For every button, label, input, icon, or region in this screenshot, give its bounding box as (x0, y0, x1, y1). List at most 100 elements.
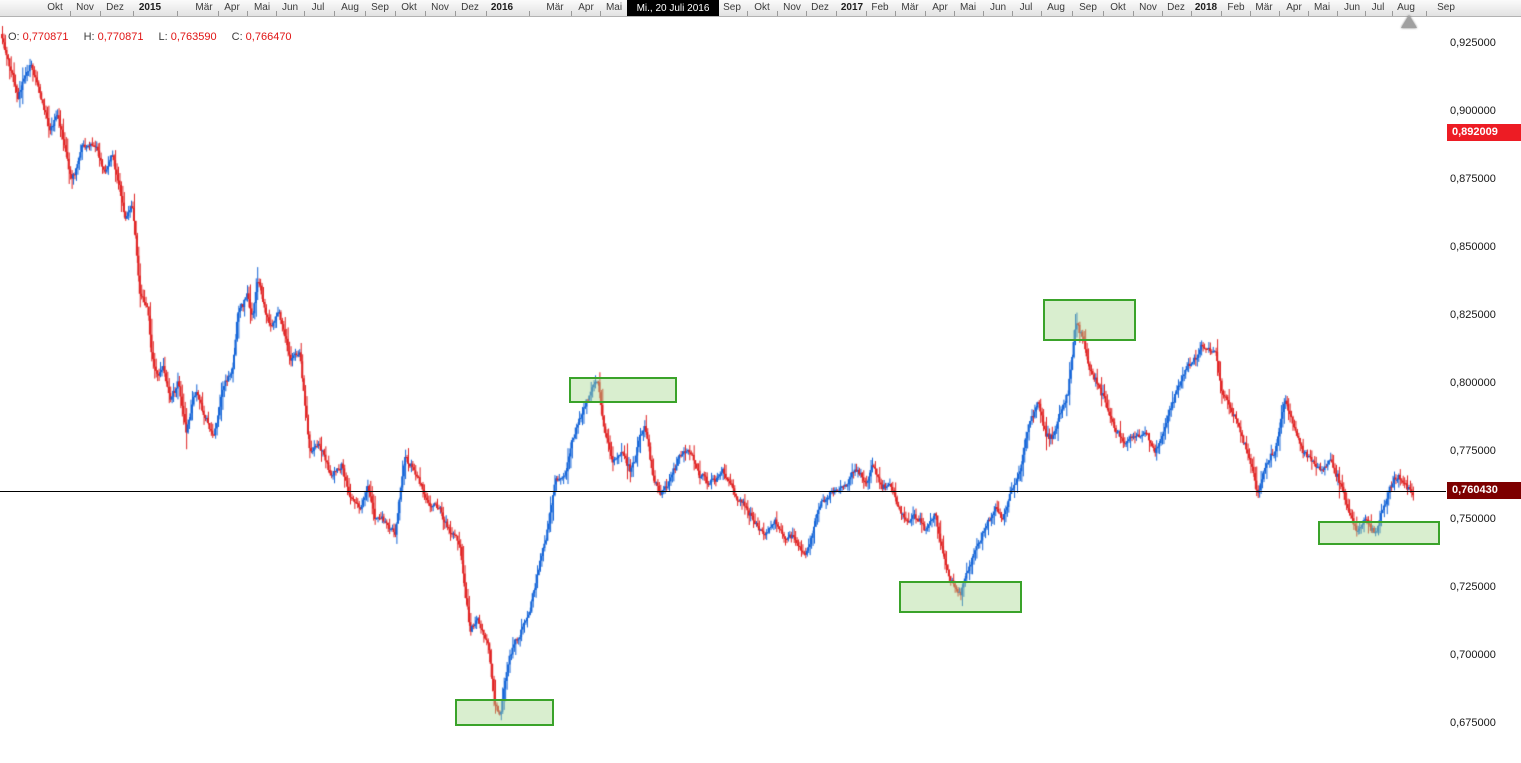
time-axis-tick (528, 11, 530, 16)
time-axis-month-label: Jul (1371, 2, 1385, 13)
time-axis-tick (1103, 11, 1104, 16)
price-axis-label: 0,800000 (1450, 377, 1496, 389)
time-axis-month-label: Jun (281, 2, 299, 13)
time-axis-month-label: Feb (871, 2, 889, 13)
time-axis-tick (394, 11, 396, 16)
time-axis-tick (983, 11, 984, 16)
time-axis-month-label: Sep (723, 2, 741, 13)
open-value: 0,770871 (22, 31, 69, 43)
time-axis-tick (1308, 11, 1309, 16)
time-axis-tick (334, 11, 335, 16)
time-axis-tick (1072, 11, 1073, 16)
time-axis-year-label: 2015 (138, 2, 162, 13)
highlight-box[interactable] (455, 699, 554, 726)
time-axis-tick (866, 11, 867, 16)
high-value: 0,770871 (97, 31, 144, 43)
time-axis-tick (1012, 11, 1013, 16)
time-axis-tick (895, 11, 896, 16)
price-axis-label: 0,675000 (1450, 717, 1496, 729)
time-axis-month-label: Sep (1079, 2, 1097, 13)
time-axis-tick (925, 11, 926, 16)
time-axis-month-label: Apr (578, 2, 594, 13)
time-axis-month-label: Nov (431, 2, 449, 13)
time-axis-month-label: Aug (1397, 2, 1415, 13)
highlight-box[interactable] (1318, 521, 1440, 545)
time-axis-tick (777, 11, 778, 16)
time-axis-month-label: Dez (1167, 2, 1185, 13)
time-axis-month-label: Jul (311, 2, 325, 13)
price-axis-label: 0,725000 (1450, 581, 1496, 593)
time-axis-month-label: Mär (901, 2, 919, 13)
time-axis-month-label: Apr (932, 2, 948, 13)
time-axis-month-label: Okt (401, 2, 417, 13)
time-axis-tick (177, 11, 178, 16)
time-axis-year-label: 2018 (1194, 2, 1218, 13)
time-axis-tick (570, 11, 572, 16)
time-axis-month-label: Jul (1019, 2, 1033, 13)
time-axis-tick (836, 11, 837, 16)
time-axis-month-label: Okt (47, 2, 63, 13)
time-axis-tick (70, 11, 71, 16)
highlight-box[interactable] (1043, 299, 1136, 341)
price-axis-label: 0,775000 (1450, 445, 1496, 457)
price-axis-label: 0,750000 (1450, 513, 1496, 525)
alert-price-badge[interactable]: 0,892009 (1447, 124, 1521, 141)
low-value: 0,763590 (170, 31, 217, 43)
time-axis-month-label: Nov (1139, 2, 1157, 13)
time-axis-tick (486, 11, 487, 16)
time-axis-tick (424, 11, 426, 16)
open-label: O: (8, 31, 20, 43)
highlight-box[interactable] (569, 377, 677, 403)
time-axis-tick (1365, 11, 1366, 16)
time-axis-tick (276, 11, 277, 16)
time-axis-tick (747, 11, 748, 16)
time-axis-month-label: Jun (1343, 2, 1361, 13)
time-axis-month-label: Jun (989, 2, 1007, 13)
time-axis-month-label: Dez (106, 2, 124, 13)
time-axis-month-label: Mai (1313, 2, 1331, 13)
time-axis-tick (247, 11, 248, 16)
ohlc-legend: O: 0,770871 H: 0,770871 L: 0,763590 C: 0,766… (8, 31, 292, 43)
time-axis-tick (1041, 11, 1042, 16)
price-axis-label: 0,700000 (1450, 649, 1496, 661)
time-axis-month-label: Mär (546, 2, 564, 13)
low-label: L: (158, 31, 168, 43)
time-axis-month-label: Feb (1227, 2, 1245, 13)
time-axis-month-label: Mär (1255, 2, 1273, 13)
highlight-box[interactable] (899, 581, 1022, 613)
time-axis-month-label: Mai (959, 2, 977, 13)
time-axis-month-label: Dez (461, 2, 479, 13)
close-value: 0,766470 (245, 31, 292, 43)
time-axis-year-label: 2017 (840, 2, 864, 13)
time-axis-month-label: Aug (341, 2, 359, 13)
time-axis-month-label: Nov (76, 2, 94, 13)
time-axis-tick (1133, 11, 1134, 16)
price-axis-label: 0,825000 (1450, 309, 1496, 321)
time-axis-month-label: Mär (195, 2, 213, 13)
price-axis-label: 0,900000 (1450, 105, 1496, 117)
time-axis-month-label: Okt (1110, 2, 1126, 13)
time-axis-tick (1279, 11, 1280, 16)
time-axis-tick (132, 11, 134, 16)
time-axis-month-label: Sep (371, 2, 389, 13)
time-axis-month-label: Mai (253, 2, 271, 13)
last-price-line (0, 491, 1446, 492)
time-axis-tick (1191, 11, 1192, 16)
time-axis-tick (600, 11, 601, 16)
price-axis-label: 0,875000 (1450, 173, 1496, 185)
time-axis-year-label: 2016 (490, 2, 514, 13)
time-axis-tick (1337, 11, 1338, 16)
time-axis-month-label: Nov (783, 2, 801, 13)
time-axis-tick (954, 11, 955, 16)
time-axis[interactable]: Okt Nov Dez 2015 Mär Apr Mai Jun Jul Aug Sep Okt Nov… (0, 0, 1521, 17)
jump-to-latest-icon[interactable] (1401, 15, 1417, 28)
time-axis-tick (365, 11, 366, 16)
last-price-badge: 0,760430 (1447, 482, 1521, 499)
high-label: H: (83, 31, 95, 43)
time-axis-month-label: Mai (605, 2, 623, 13)
time-axis-tick (304, 11, 305, 16)
price-axis-label: 0,850000 (1450, 241, 1496, 253)
time-axis-month-label: Dez (811, 2, 829, 13)
